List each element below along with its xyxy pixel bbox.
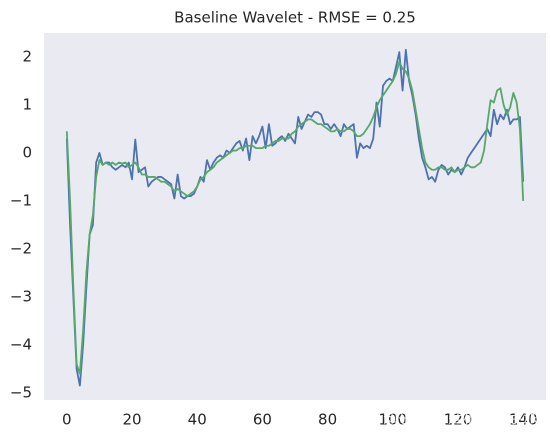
y-tick-label: 0 [22, 143, 32, 161]
x-tick-label: 0 [62, 411, 72, 429]
chart-title: Baseline Wavelet - RMSE = 0.25 [174, 9, 416, 27]
plot-area [44, 33, 546, 400]
y-tick-label: 2 [22, 47, 32, 65]
y-tick-label: −2 [10, 239, 32, 257]
data-line [65, 48, 525, 387]
y-tick-label: −4 [10, 335, 32, 353]
x-tick-label: 100 [378, 411, 407, 429]
y-tick-label: 1 [22, 95, 32, 113]
x-tick-label: 20 [122, 411, 141, 429]
data-line [65, 60, 525, 375]
x-tick-label: 140 [509, 411, 538, 429]
y-tick-label: −1 [10, 191, 32, 209]
x-tick-label: 40 [188, 411, 207, 429]
x-tick-label: 60 [253, 411, 272, 429]
x-tick-label: 120 [444, 411, 473, 429]
y-tick-label: −3 [10, 287, 32, 305]
x-tick-label: 80 [318, 411, 337, 429]
y-tick-label: −5 [10, 383, 32, 401]
watermark: 知乎 @哥廷根数学学派 [383, 409, 538, 427]
